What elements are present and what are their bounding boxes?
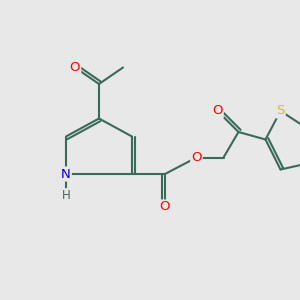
Text: H: H xyxy=(61,189,70,202)
Text: O: O xyxy=(212,104,223,118)
Text: O: O xyxy=(70,61,80,74)
Text: S: S xyxy=(276,104,285,118)
Text: N: N xyxy=(61,167,71,181)
Text: O: O xyxy=(160,200,170,214)
Text: O: O xyxy=(191,151,202,164)
